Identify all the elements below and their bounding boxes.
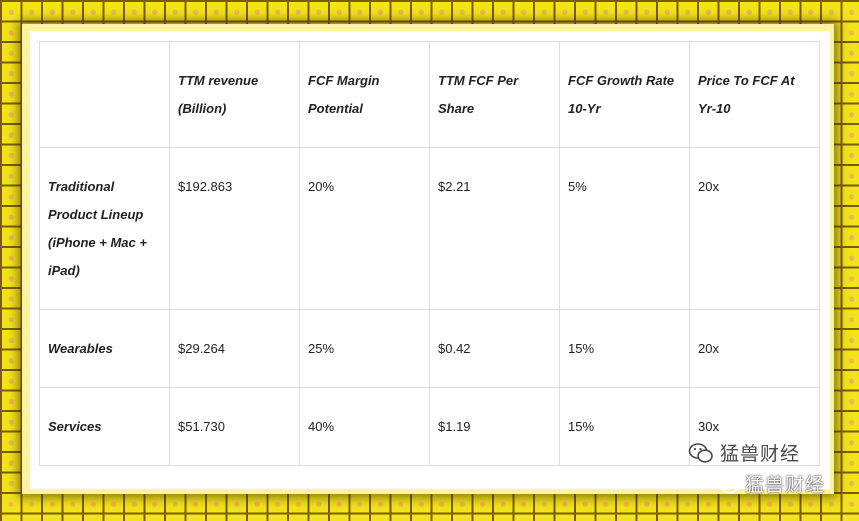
- header-cell-growth-rate: FCF Growth Rate 10-Yr: [559, 41, 690, 148]
- table-cell: 20%: [299, 147, 430, 310]
- table-cell: 5%: [559, 147, 690, 310]
- table-cell: $192.863: [169, 147, 300, 310]
- watermark: 猛兽财经: [713, 470, 825, 497]
- watermark-text: 猛兽财经: [720, 443, 801, 465]
- row-label: Wearables: [39, 309, 170, 388]
- header-cell-empty: [39, 41, 170, 148]
- watermark: 猛兽财经: [688, 439, 800, 466]
- table-cell: $2.21: [429, 147, 560, 310]
- table-cell: $29.264: [169, 309, 300, 388]
- table-cell: 15%: [559, 309, 690, 388]
- table-cell: 20x: [689, 147, 820, 310]
- table-cell: $51.730: [169, 387, 300, 466]
- table-cell: $1.19: [429, 387, 560, 466]
- table-row: Services $51.730 40% $1.19 15% 30x: [39, 387, 820, 466]
- content-card: TTM revenue (Billion) FCF Margin Potenti…: [30, 31, 830, 489]
- header-row: TTM revenue (Billion) FCF Margin Potenti…: [39, 41, 820, 148]
- watermark-text: 猛兽财经: [745, 474, 826, 496]
- row-label: Services: [39, 387, 170, 466]
- table-row: Traditional Product Lineup (iPhone + Mac…: [39, 147, 820, 310]
- table-cell: 25%: [299, 309, 430, 388]
- table-cell: 40%: [299, 387, 430, 466]
- table-cell: 20x: [689, 309, 820, 388]
- table-cell: 15%: [559, 387, 690, 466]
- wechat-logo-icon: [713, 473, 738, 494]
- header-cell-fcf-margin: FCF Margin Potential: [299, 41, 430, 148]
- row-label: Traditional Product Lineup (iPhone + Mac…: [39, 147, 170, 310]
- header-cell-price-to-fcf: Price To FCF At Yr-10: [689, 41, 820, 148]
- header-cell-fcf-per-share: TTM FCF Per Share: [429, 41, 560, 148]
- wechat-logo-icon: [688, 442, 713, 463]
- table-row: Wearables $29.264 25% $0.42 15% 20x: [39, 309, 820, 388]
- table-cell: $0.42: [429, 309, 560, 388]
- header-cell-ttm-revenue: TTM revenue (Billion): [169, 41, 300, 148]
- fcf-valuation-table: TTM revenue (Billion) FCF Margin Potenti…: [39, 41, 820, 466]
